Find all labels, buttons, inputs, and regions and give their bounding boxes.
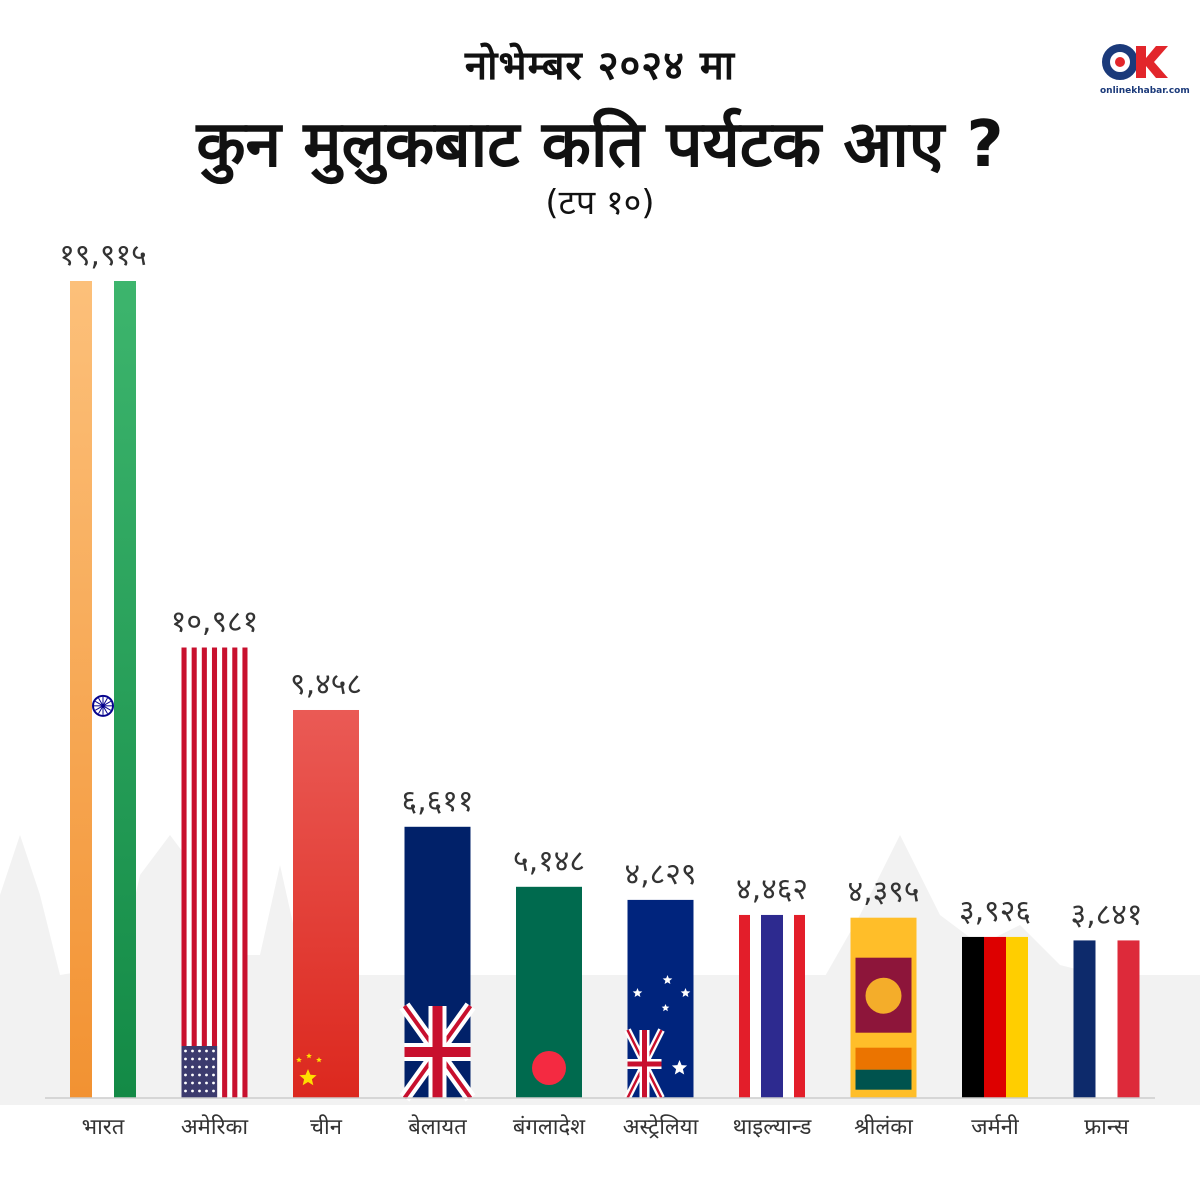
category-label: बेलायत [408, 1114, 467, 1140]
category-label: अस्ट्रेलिया [623, 1114, 699, 1140]
category-label: जर्मनी [971, 1114, 1019, 1140]
category-label: श्रीलंका [854, 1114, 913, 1140]
value-label: ३,९२६ [959, 894, 1031, 929]
value-label: ९,४५८ [290, 667, 362, 702]
category-label: भारत [82, 1115, 125, 1140]
value-label: ४,४६२ [736, 872, 808, 907]
value-label: १९,९१५ [59, 238, 147, 273]
category-label: थाइल्यान्ड [733, 1115, 812, 1140]
value-label: ४,८२९ [625, 857, 697, 892]
category-label: बंगलादेश [513, 1114, 586, 1140]
bar-bangladesh [516, 886, 582, 1098]
bar-srilanka [850, 917, 917, 1098]
chart-subtitle-bottom: (टप १०) [545, 183, 655, 223]
value-label: ५,१४८ [513, 844, 585, 879]
value-label: ६,६११ [402, 784, 474, 819]
chart-title: कुन मुलुकबाट कति पर्यटक आए ? [196, 108, 1004, 182]
value-label: ४,३९५ [848, 875, 920, 910]
bar-germany [962, 936, 1028, 1098]
chart-subtitle-top: नोभेम्बर २०२४ मा [464, 43, 736, 89]
onlinekhabar-logo [1102, 44, 1168, 80]
bar-uk [399, 826, 476, 1102]
logo-text: onlinekhabar.com [1100, 86, 1190, 96]
bar-thailand [739, 914, 805, 1098]
value-label: ३,८४१ [1071, 897, 1143, 932]
bar-china [293, 709, 359, 1098]
bar-usa [181, 647, 248, 1098]
bar-france [1073, 940, 1140, 1098]
category-label: चीन [310, 1114, 343, 1140]
category-label: अमेरिका [181, 1114, 249, 1140]
bar-australia [624, 899, 694, 1100]
bar-india [70, 281, 136, 1098]
value-label: १०,९८१ [171, 605, 259, 640]
category-label: फ्रान्स [1084, 1115, 1130, 1140]
